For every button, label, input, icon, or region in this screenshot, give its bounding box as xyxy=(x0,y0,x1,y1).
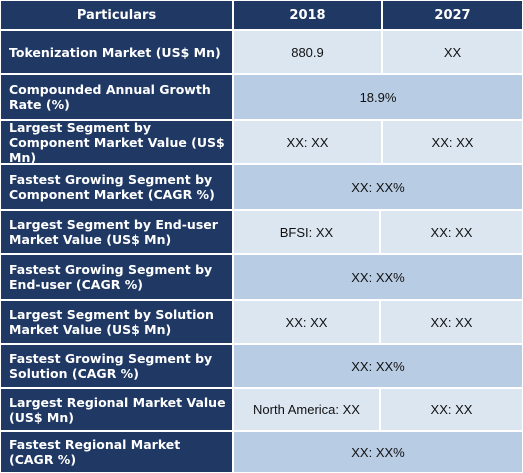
merged-value: XX: XX% xyxy=(233,344,523,388)
merged-value: XX: XX% xyxy=(233,431,523,473)
value-2027: XX: XX xyxy=(380,388,523,431)
merged-value: XX: XX% xyxy=(233,254,523,300)
value-2018: North America: XX xyxy=(233,388,380,431)
row-label: Fastest Growing Segment by Component Mar… xyxy=(0,164,233,210)
row-label: Fastest Growing Segment by Solution (CAG… xyxy=(0,344,233,388)
table-row: Fastest Growing Segment by Solution (CAG… xyxy=(0,344,523,388)
table-row: Largest Regional Market Value (US$ Mn) N… xyxy=(0,388,523,431)
header-2018: 2018 xyxy=(233,0,382,30)
value-2018: 880.9 xyxy=(233,30,382,74)
table-header-row: Particulars 2018 2027 xyxy=(0,0,523,30)
table-row: Fastest Regional Market (CAGR %) XX: XX% xyxy=(0,431,523,473)
value-2018: XX: XX xyxy=(233,120,382,164)
row-label: Fastest Growing Segment by End-user (CAG… xyxy=(0,254,233,300)
table-row: Largest Segment by Component Market Valu… xyxy=(0,120,523,165)
row-label: Largest Segment by Solution Market Value… xyxy=(0,300,233,344)
merged-value: 18.9% xyxy=(233,74,523,120)
row-label: Tokenization Market (US$ Mn) xyxy=(0,30,233,74)
table-row: Fastest Growing Segment by End-user (CAG… xyxy=(0,254,523,300)
table-row: Largest Segment by Solution Market Value… xyxy=(0,300,523,344)
header-2027: 2027 xyxy=(382,0,523,30)
row-label: Compounded Annual Growth Rate (%) xyxy=(0,74,233,120)
row-label: Largest Segment by Component Market Valu… xyxy=(0,120,233,165)
merged-value: XX: XX% xyxy=(233,164,523,210)
value-2027: XX: XX xyxy=(380,300,523,344)
header-particulars: Particulars xyxy=(0,0,233,30)
value-2027: XX xyxy=(382,30,523,74)
row-label: Largest Regional Market Value (US$ Mn) xyxy=(0,388,233,431)
value-2018: XX: XX xyxy=(233,300,380,344)
table-row: Tokenization Market (US$ Mn) 880.9 XX xyxy=(0,30,523,74)
row-label: Largest Segment by End-user Market Value… xyxy=(0,210,233,254)
value-2027: XX: XX xyxy=(380,210,523,254)
row-label: Fastest Regional Market (CAGR %) xyxy=(0,431,233,473)
value-2027: XX: XX xyxy=(382,120,523,164)
table-row: Compounded Annual Growth Rate (%) 18.9% xyxy=(0,74,523,120)
table-row: Largest Segment by End-user Market Value… xyxy=(0,210,523,254)
table-row: Fastest Growing Segment by Component Mar… xyxy=(0,164,523,210)
value-2018: BFSI: XX xyxy=(233,210,380,254)
